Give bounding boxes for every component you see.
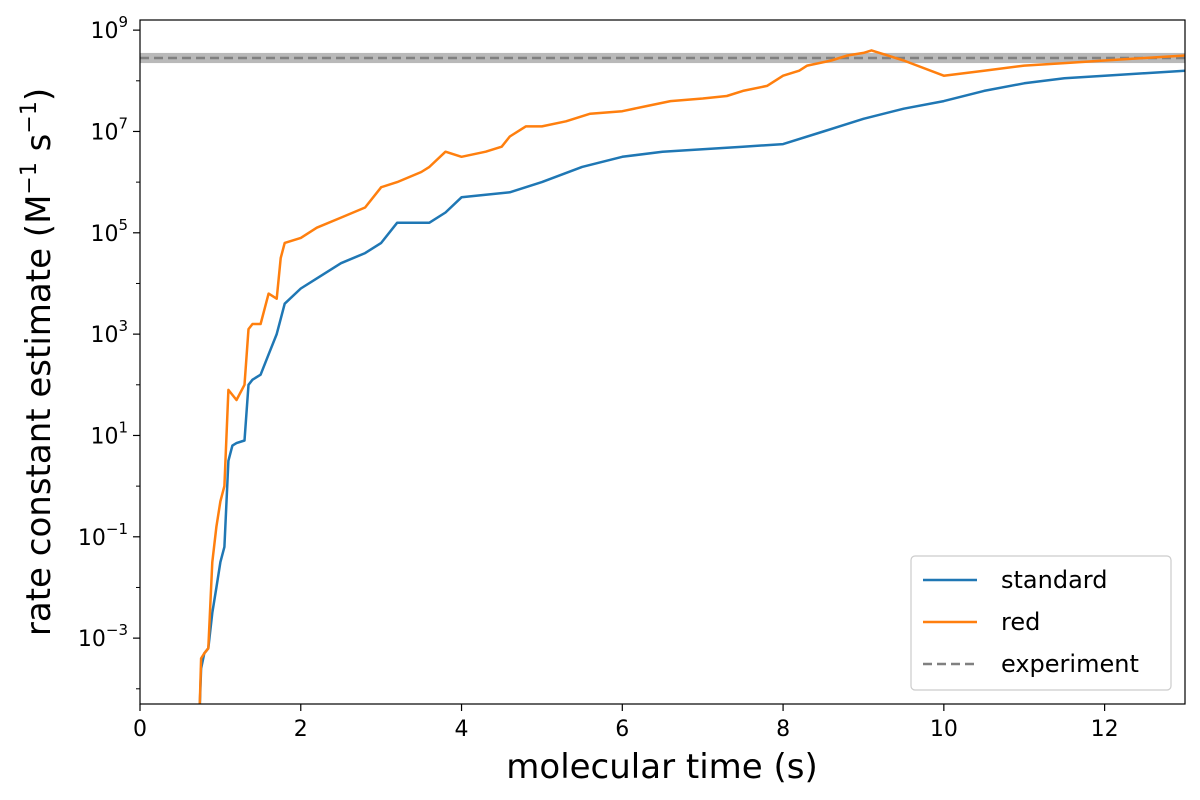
y-tick-label: 107 <box>90 114 128 145</box>
legend-label-experiment: experiment <box>1001 650 1139 678</box>
legend: standard red experiment <box>910 555 1172 691</box>
legend-box <box>910 555 1172 691</box>
y-tick-label: 10−3 <box>78 621 128 652</box>
x-axis-title: molecular time (s) <box>506 747 817 787</box>
y-tick-label: 10−1 <box>78 520 128 551</box>
x-tick-label: 12 <box>1091 717 1119 742</box>
series-line-standard <box>198 69 1185 704</box>
plot-area <box>140 49 1185 704</box>
legend-label-standard: standard <box>1001 566 1107 594</box>
x-tick-label: 0 <box>133 717 147 742</box>
plot-frame <box>139 19 1186 705</box>
axes: 0 2 4 6 8 10 12 10−3 10−1 101 103 105 107 109 <box>78 13 1186 742</box>
x-tick-label: 10 <box>930 717 958 742</box>
y-tick-label: 105 <box>90 216 128 247</box>
x-tick-label: 4 <box>455 717 469 742</box>
y-tick-label: 103 <box>90 317 128 348</box>
x-tick-label: 8 <box>776 717 790 742</box>
y-tick-label: 101 <box>90 418 128 449</box>
y-axis-title: rate constant estimate (M−1 s−1) <box>17 88 59 636</box>
y-tick-label: 109 <box>90 13 128 44</box>
legend-label-red: red <box>1001 608 1040 636</box>
series-line-red <box>198 49 1185 704</box>
x-tick-label: 6 <box>615 717 629 742</box>
x-tick-label: 2 <box>294 717 308 742</box>
